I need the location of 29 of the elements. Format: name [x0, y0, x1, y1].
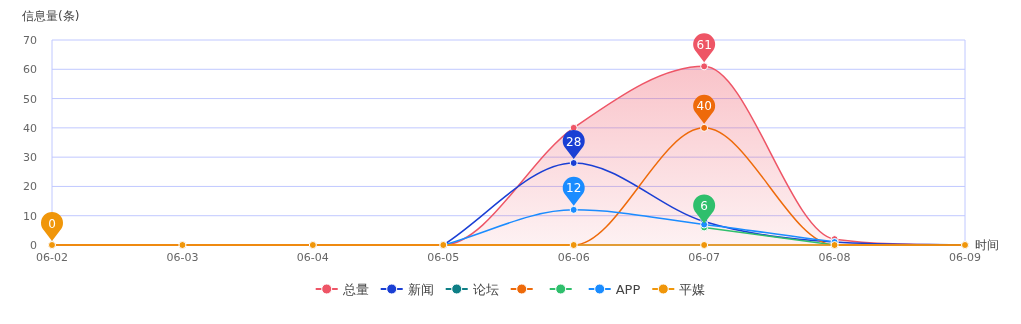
y-axis-title: 信息量(条) [22, 9, 80, 23]
x-tick-label: 06-04 [296, 251, 329, 264]
y-tick-label: 30 [23, 151, 37, 165]
annotation: 61 [696, 37, 712, 52]
legend-label: 论坛 [472, 282, 499, 297]
legend-label: 总量 [341, 282, 369, 297]
annotation: 6 [700, 198, 708, 213]
y-tick-label: 70 [23, 34, 37, 47]
x-tick-label: 06-05 [427, 251, 460, 264]
y-tick-label: 40 [23, 121, 37, 135]
annotation: 28 [566, 134, 582, 149]
y-tick-label: 60 [23, 63, 37, 77]
annotation: 12 [566, 181, 582, 196]
y-tick-label: 10 [23, 209, 37, 223]
x-tick-label: 06-02 [36, 251, 68, 264]
y-tick-label: 20 [23, 180, 37, 194]
x-tick-label: 06-09 [949, 251, 981, 264]
annotation: 0 [48, 216, 56, 231]
legend-label: APP [615, 282, 641, 297]
y-tick-label: 50 [23, 92, 37, 106]
x-axis-title: 时间 [975, 238, 999, 252]
x-tick-label: 06-07 [688, 251, 721, 264]
annotation: 40 [696, 99, 712, 114]
legend-label: 新闻 [407, 282, 434, 297]
x-tick-label: 06-06 [557, 251, 590, 264]
y-tick-label: 0 [30, 239, 37, 252]
legend-label: 平媒 [679, 282, 706, 297]
x-tick-label: 06-03 [166, 251, 199, 264]
x-tick-label: 06-08 [818, 251, 851, 264]
